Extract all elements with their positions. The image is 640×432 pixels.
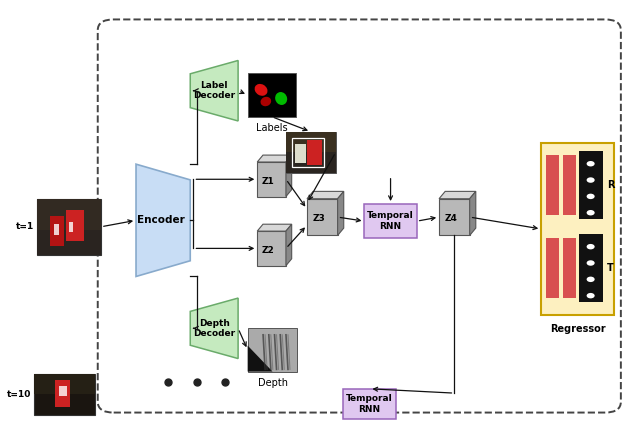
- Bar: [54, 224, 60, 235]
- Ellipse shape: [260, 97, 271, 106]
- Bar: [286, 132, 336, 152]
- Text: Z4: Z4: [444, 214, 457, 223]
- Polygon shape: [248, 346, 273, 372]
- Bar: [563, 238, 575, 298]
- Bar: [286, 132, 336, 173]
- Polygon shape: [286, 155, 292, 197]
- Polygon shape: [136, 164, 190, 276]
- Bar: [541, 143, 614, 315]
- Text: Depth: Depth: [257, 378, 287, 388]
- Text: T: T: [607, 263, 614, 273]
- Bar: [307, 140, 322, 165]
- Text: Z2: Z2: [262, 246, 275, 254]
- Polygon shape: [439, 199, 470, 235]
- Circle shape: [587, 293, 595, 299]
- Bar: [364, 204, 417, 238]
- Bar: [50, 216, 64, 246]
- Bar: [34, 374, 95, 394]
- Polygon shape: [307, 199, 338, 235]
- Ellipse shape: [275, 92, 287, 105]
- Text: Z1: Z1: [262, 177, 275, 185]
- Bar: [286, 152, 336, 173]
- Text: Depth
Decoder: Depth Decoder: [193, 319, 236, 338]
- Bar: [579, 234, 603, 302]
- Text: Z3: Z3: [312, 214, 325, 223]
- Bar: [37, 230, 101, 255]
- Circle shape: [587, 194, 595, 199]
- Text: t=1: t=1: [16, 222, 34, 231]
- Circle shape: [587, 161, 595, 166]
- Circle shape: [587, 177, 595, 183]
- Polygon shape: [307, 191, 344, 199]
- Circle shape: [587, 260, 595, 266]
- Bar: [34, 374, 95, 415]
- Polygon shape: [439, 191, 476, 199]
- Bar: [579, 151, 603, 219]
- Polygon shape: [470, 191, 476, 235]
- Polygon shape: [257, 231, 286, 266]
- Bar: [295, 144, 306, 162]
- Polygon shape: [257, 224, 292, 231]
- Bar: [292, 138, 324, 167]
- Text: t=10: t=10: [6, 390, 31, 399]
- Ellipse shape: [255, 84, 268, 96]
- Text: Labels: Labels: [256, 123, 287, 133]
- Circle shape: [587, 210, 595, 216]
- Bar: [37, 199, 101, 230]
- Polygon shape: [257, 155, 292, 162]
- Polygon shape: [190, 60, 238, 121]
- Polygon shape: [338, 191, 344, 235]
- Circle shape: [587, 276, 595, 282]
- Bar: [547, 238, 559, 298]
- Text: Label
Decoder: Label Decoder: [193, 81, 236, 100]
- Text: Regressor: Regressor: [550, 324, 605, 334]
- Text: R: R: [607, 180, 614, 190]
- Bar: [66, 210, 84, 241]
- Polygon shape: [286, 224, 292, 266]
- Polygon shape: [257, 162, 286, 197]
- Bar: [343, 389, 396, 419]
- Bar: [547, 155, 559, 215]
- Text: Temporal
RNN: Temporal RNN: [346, 394, 393, 413]
- Bar: [563, 155, 575, 215]
- Bar: [60, 386, 67, 396]
- Bar: [37, 199, 101, 255]
- Text: Temporal
RNN: Temporal RNN: [367, 212, 414, 231]
- Bar: [248, 328, 298, 372]
- Bar: [55, 380, 70, 407]
- Text: Encoder: Encoder: [136, 215, 184, 226]
- Bar: [69, 222, 73, 232]
- Polygon shape: [190, 298, 238, 359]
- Bar: [248, 73, 296, 117]
- Circle shape: [587, 244, 595, 249]
